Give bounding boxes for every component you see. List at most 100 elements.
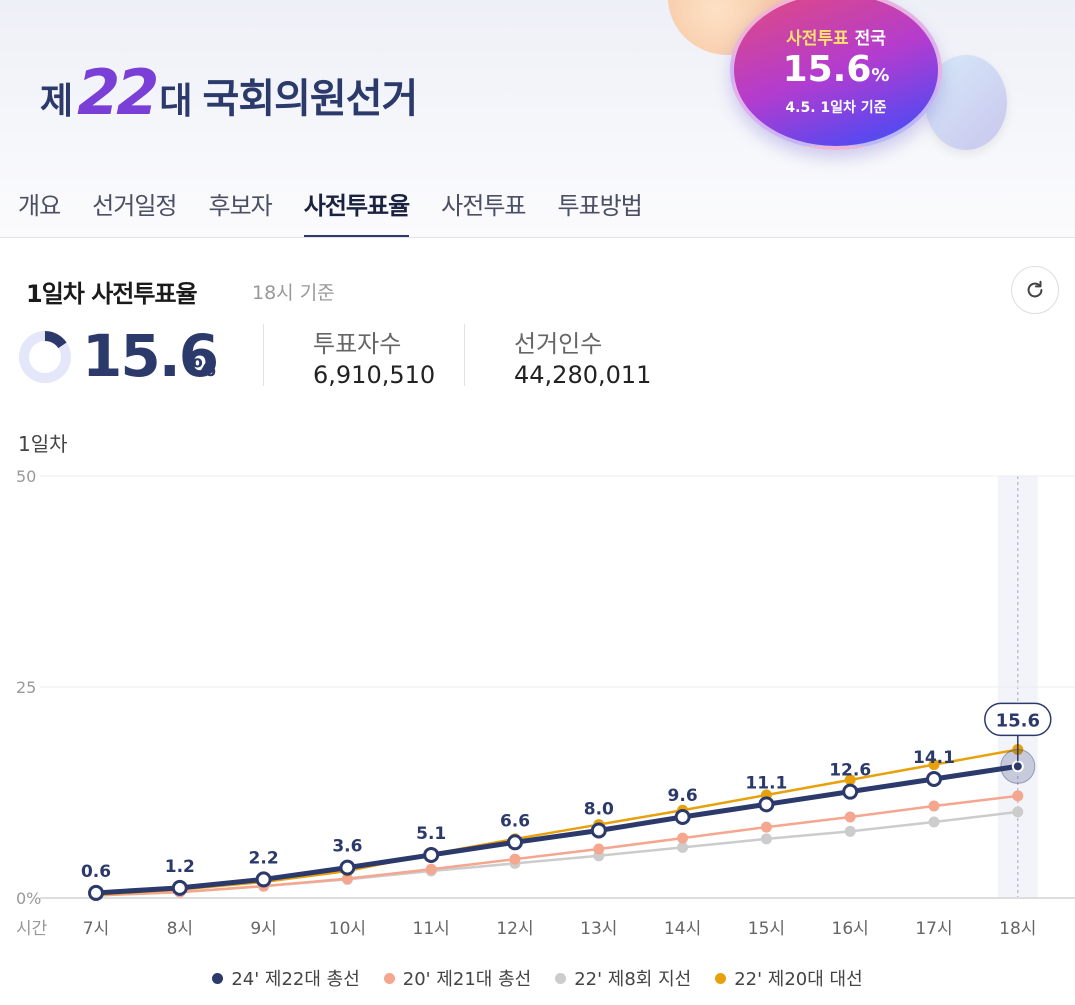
x-tick-label: 10시 bbox=[329, 919, 366, 939]
voters-label: 투표자수 bbox=[313, 330, 402, 358]
data-point bbox=[842, 783, 859, 800]
badge-label: 전국 bbox=[854, 29, 886, 49]
tab-2[interactable]: 후보자 bbox=[208, 192, 273, 220]
voters-value: 6,910,510 bbox=[313, 361, 436, 389]
logo-suffix: 대 bbox=[159, 81, 193, 122]
data-label: 3.6 bbox=[332, 837, 362, 857]
legend-dot-icon bbox=[212, 972, 224, 984]
data-label: 0.6 bbox=[81, 862, 111, 882]
data-point bbox=[677, 832, 689, 844]
turnout-donut bbox=[19, 331, 71, 383]
y-tick-label: 25 bbox=[16, 678, 36, 697]
series-line bbox=[95, 763, 1019, 896]
legend-label: 22' 제8회 지선 bbox=[574, 969, 692, 990]
data-point bbox=[509, 853, 521, 865]
legend-item[interactable]: 20' 제21대 총선 bbox=[383, 965, 532, 991]
data-point bbox=[674, 808, 691, 825]
data-point bbox=[1012, 790, 1024, 802]
electorate-label: 선거인수 bbox=[514, 330, 603, 358]
x-tick-label: 18시 bbox=[999, 919, 1036, 939]
x-tick-label: 14시 bbox=[664, 919, 701, 939]
electorate-value: 44,280,011 bbox=[514, 361, 652, 389]
data-point bbox=[593, 843, 605, 855]
data-point bbox=[677, 841, 689, 853]
x-tick-label: 12시 bbox=[496, 919, 533, 939]
legend-label: 22' 제20대 대선 bbox=[734, 969, 863, 990]
refresh-button[interactable] bbox=[1011, 266, 1059, 314]
data-point bbox=[1012, 806, 1024, 818]
section-title: 1일차 사전투표율 bbox=[26, 280, 198, 308]
data-point bbox=[423, 846, 440, 863]
legend-label: 20' 제21대 총선 bbox=[402, 969, 532, 990]
data-point bbox=[255, 871, 272, 888]
series-line bbox=[95, 748, 1019, 896]
logo-prefix: 제 bbox=[40, 81, 74, 122]
turnout-rate: 15.6 bbox=[82, 322, 219, 390]
legend-item[interactable]: 22' 제20대 대선 bbox=[715, 965, 863, 991]
tab-3[interactable]: 사전투표율 bbox=[303, 186, 410, 237]
legend-item[interactable]: 24' 제22대 총선 bbox=[212, 965, 360, 991]
data-point bbox=[928, 800, 940, 812]
section-subtitle: 18시 기준 bbox=[252, 282, 335, 304]
tab-0[interactable]: 개요 bbox=[18, 192, 61, 220]
y-tick-label: 0% bbox=[16, 889, 41, 908]
legend-label: 24' 제22대 총선 bbox=[231, 969, 360, 990]
data-point bbox=[1011, 760, 1024, 773]
tab-4[interactable]: 사전투표 bbox=[441, 192, 526, 220]
data-point bbox=[425, 863, 437, 875]
data-point bbox=[758, 796, 775, 813]
x-tick-label: 17시 bbox=[915, 919, 952, 939]
tooltip-value: 15.6 bbox=[996, 710, 1040, 731]
x-axis-label: 시간 bbox=[16, 919, 48, 939]
data-label: 12.6 bbox=[829, 761, 871, 781]
national-turnout-badge: 사전투표 전국 15.6% 4.5. 1일차 기준 bbox=[730, 0, 942, 150]
legend-dot-icon bbox=[715, 972, 727, 984]
donut-fill bbox=[19, 331, 71, 383]
series-line bbox=[95, 794, 1018, 897]
data-label: 6.6 bbox=[500, 811, 530, 831]
data-point bbox=[760, 833, 772, 845]
turnout-line-chart: 0% 25 50 시간 7시 8시 9시 10시 11시 12시 13시 14시 15시 16시 17시 18… bbox=[16, 467, 1075, 939]
refresh-icon bbox=[1027, 280, 1043, 298]
data-point bbox=[760, 821, 772, 833]
header-banner: 제 22 대 국회의원선거 사전투표 전국 15.6% 4.5. 1일차 기준 … bbox=[0, 0, 1075, 238]
x-tick-label: 13시 bbox=[580, 919, 617, 939]
legend-dot-icon bbox=[383, 972, 395, 984]
badge-note: 4.5. 1일차 기준 bbox=[785, 100, 887, 116]
badge-value: 15.6 bbox=[782, 49, 872, 90]
x-tick-label: 16시 bbox=[832, 919, 869, 939]
tab-1[interactable]: 선거일정 bbox=[92, 192, 177, 220]
tooltip-bubble bbox=[984, 702, 1052, 737]
data-point bbox=[844, 825, 856, 837]
data-point bbox=[844, 811, 856, 823]
data-point bbox=[590, 822, 607, 839]
data-label: 11.1 bbox=[745, 773, 787, 793]
data-point bbox=[88, 884, 104, 901]
data-label: 9.6 bbox=[668, 786, 698, 806]
chart-title: 1일차 bbox=[18, 432, 68, 456]
chart-legend: 24' 제22대 총선 20' 제21대 총선 22' 제8회 지선 22' 제20대… bbox=[0, 965, 1075, 991]
y-tick-label: 50 bbox=[16, 467, 36, 486]
legend-dot-icon bbox=[555, 972, 567, 984]
data-point bbox=[844, 774, 856, 786]
logo-name: 국회의원선거 bbox=[202, 76, 419, 122]
x-tick-label: 15시 bbox=[748, 919, 785, 939]
data-point bbox=[341, 873, 353, 885]
x-tick-label: 7시 bbox=[83, 919, 109, 939]
data-label: 2.2 bbox=[249, 848, 279, 868]
x-tick-label: 8시 bbox=[167, 919, 193, 939]
data-label: 1.2 bbox=[165, 857, 195, 877]
data-point bbox=[171, 879, 188, 896]
data-point bbox=[928, 759, 940, 771]
turnout-rate-unit: % bbox=[192, 354, 217, 382]
election-logo: 제 22 대 국회의원선거 bbox=[40, 62, 419, 124]
tab-5[interactable]: 투표방법 bbox=[557, 192, 642, 220]
data-label: 14.1 bbox=[913, 748, 955, 768]
divider bbox=[464, 324, 465, 386]
tab-bar: 개요 선거일정 후보자 사전투표율 사전투표 투표방법 bbox=[18, 186, 643, 237]
data-label: 5.1 bbox=[416, 824, 446, 844]
badge-unit: % bbox=[871, 65, 890, 86]
data-label: 8.0 bbox=[584, 799, 614, 819]
legend-item[interactable]: 22' 제8회 지선 bbox=[555, 965, 691, 991]
data-point bbox=[928, 816, 940, 828]
